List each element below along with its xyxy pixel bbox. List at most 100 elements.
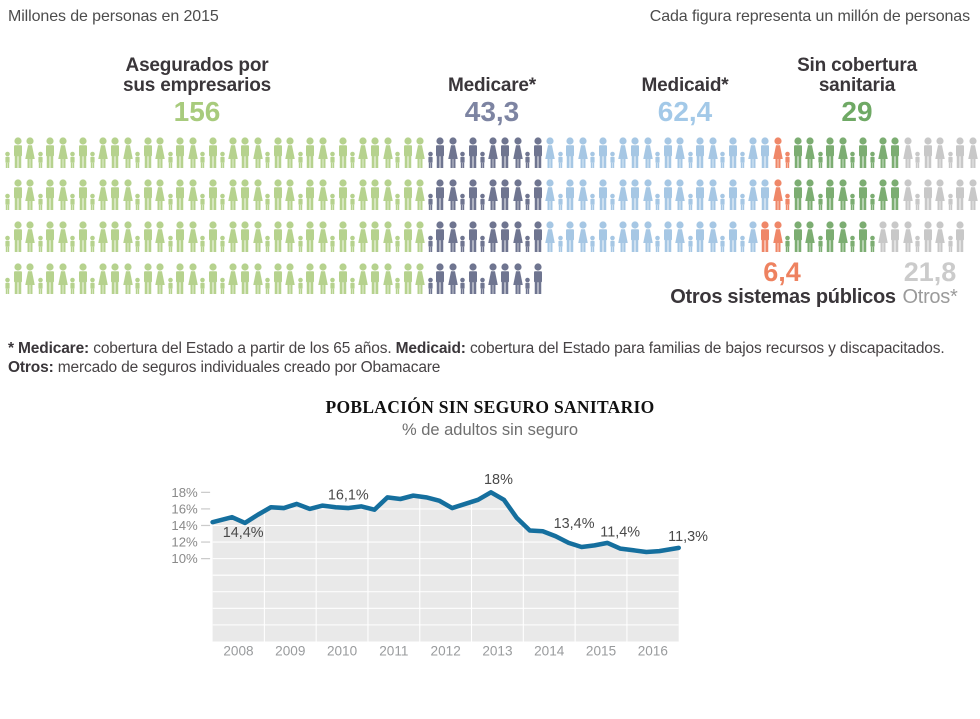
person-man-icon: [728, 137, 737, 168]
person-woman-icon: [967, 179, 978, 210]
person-woman-icon: [382, 137, 393, 168]
person-child-icon: [37, 151, 43, 168]
person-child-icon: [167, 277, 173, 294]
person-child-icon: [200, 151, 205, 168]
person-woman-icon: [415, 221, 425, 252]
person-child-icon: [720, 151, 725, 168]
person-man-icon: [533, 179, 542, 210]
pictogram-row-1: [4, 137, 978, 168]
person-man-icon: [273, 179, 282, 210]
person-man-icon: [858, 221, 867, 252]
person-child-icon: [687, 235, 693, 252]
person-child-icon: [947, 235, 953, 252]
person-woman-icon: [227, 221, 238, 252]
person-man-icon: [728, 179, 737, 210]
person-woman-icon: [447, 179, 458, 210]
x-axis-label: 2013: [482, 643, 512, 658]
person-man-icon: [371, 137, 379, 168]
person-man-icon: [533, 137, 542, 168]
person-child-icon: [330, 277, 335, 294]
person-woman-icon: [935, 179, 945, 210]
person-child-icon: [427, 277, 433, 294]
person-man-icon: [403, 263, 412, 294]
person-woman-icon: [707, 179, 718, 210]
person-man-icon: [696, 137, 704, 168]
person-man-icon: [793, 221, 802, 252]
person-woman-icon: [317, 263, 328, 294]
person-child-icon: [655, 151, 660, 168]
person-man-icon: [858, 179, 867, 210]
person-child-icon: [785, 235, 790, 252]
person-woman-icon: [902, 137, 913, 168]
person-child-icon: [37, 235, 43, 252]
person-child-icon: [915, 193, 920, 210]
person-woman-icon: [285, 221, 295, 252]
person-man-icon: [78, 221, 87, 252]
person-child-icon: [297, 193, 303, 210]
person-child-icon: [265, 235, 270, 252]
person-woman-icon: [155, 263, 165, 294]
person-woman-icon: [447, 263, 458, 294]
public-systems-label: Otros sistemas públicos: [670, 286, 896, 308]
person-child-icon: [720, 193, 725, 210]
person-woman-icon: [877, 221, 888, 252]
person-child-icon: [740, 235, 745, 252]
person-child-icon: [220, 235, 225, 252]
person-woman-icon: [837, 221, 848, 252]
data-point-annotation: 14,4%: [223, 525, 264, 541]
person-woman-icon: [382, 179, 393, 210]
person-woman-icon: [512, 263, 523, 294]
medicare-label: Medicare*: [448, 74, 536, 96]
person-man-icon: [793, 137, 802, 168]
data-point-annotation: 11,3%: [668, 529, 708, 545]
person-woman-icon: [187, 179, 198, 210]
person-child-icon: [850, 151, 855, 168]
person-child-icon: [297, 235, 303, 252]
person-man-icon: [598, 179, 607, 210]
person-woman-icon: [447, 221, 458, 252]
person-child-icon: [610, 151, 615, 168]
person-man-icon: [111, 263, 119, 294]
person-child-icon: [915, 151, 920, 168]
person-man-icon: [306, 221, 314, 252]
person-child-icon: [460, 193, 465, 210]
person-woman-icon: [577, 137, 588, 168]
person-child-icon: [5, 151, 10, 168]
person-man-icon: [468, 137, 477, 168]
public-systems-value: 6,4: [763, 257, 801, 287]
person-child-icon: [590, 151, 595, 168]
person-man-icon: [566, 137, 574, 168]
person-child-icon: [480, 193, 485, 210]
person-woman-icon: [122, 137, 133, 168]
person-woman-icon: [285, 137, 295, 168]
person-man-icon: [663, 221, 672, 252]
person-woman-icon: [487, 221, 498, 252]
person-woman-icon: [285, 179, 295, 210]
person-child-icon: [220, 151, 225, 168]
person-child-icon: [427, 151, 433, 168]
person-woman-icon: [25, 179, 35, 210]
person-man-icon: [143, 221, 152, 252]
person-woman-icon: [877, 179, 888, 210]
others-label: Otros*: [902, 286, 958, 308]
person-man-icon: [241, 263, 249, 294]
person-child-icon: [90, 235, 95, 252]
person-man-icon: [858, 137, 867, 168]
person-man-icon: [728, 221, 737, 252]
person-man-icon: [923, 179, 932, 210]
person-woman-icon: [675, 221, 685, 252]
header-uninsured: Sin cobertura sanitaria 29: [797, 56, 917, 127]
person-woman-icon: [317, 137, 328, 168]
person-woman-icon: [252, 263, 263, 294]
person-child-icon: [200, 235, 205, 252]
person-woman-icon: [382, 263, 393, 294]
person-woman-icon: [97, 179, 108, 210]
person-child-icon: [557, 151, 563, 168]
others-value: 21,8: [903, 257, 957, 287]
person-woman-icon: [707, 221, 718, 252]
uninsured-rate-line: [210, 490, 681, 555]
person-child-icon: [525, 277, 530, 294]
person-man-icon: [436, 221, 444, 252]
person-woman-icon: [545, 137, 555, 168]
person-child-icon: [297, 151, 303, 168]
